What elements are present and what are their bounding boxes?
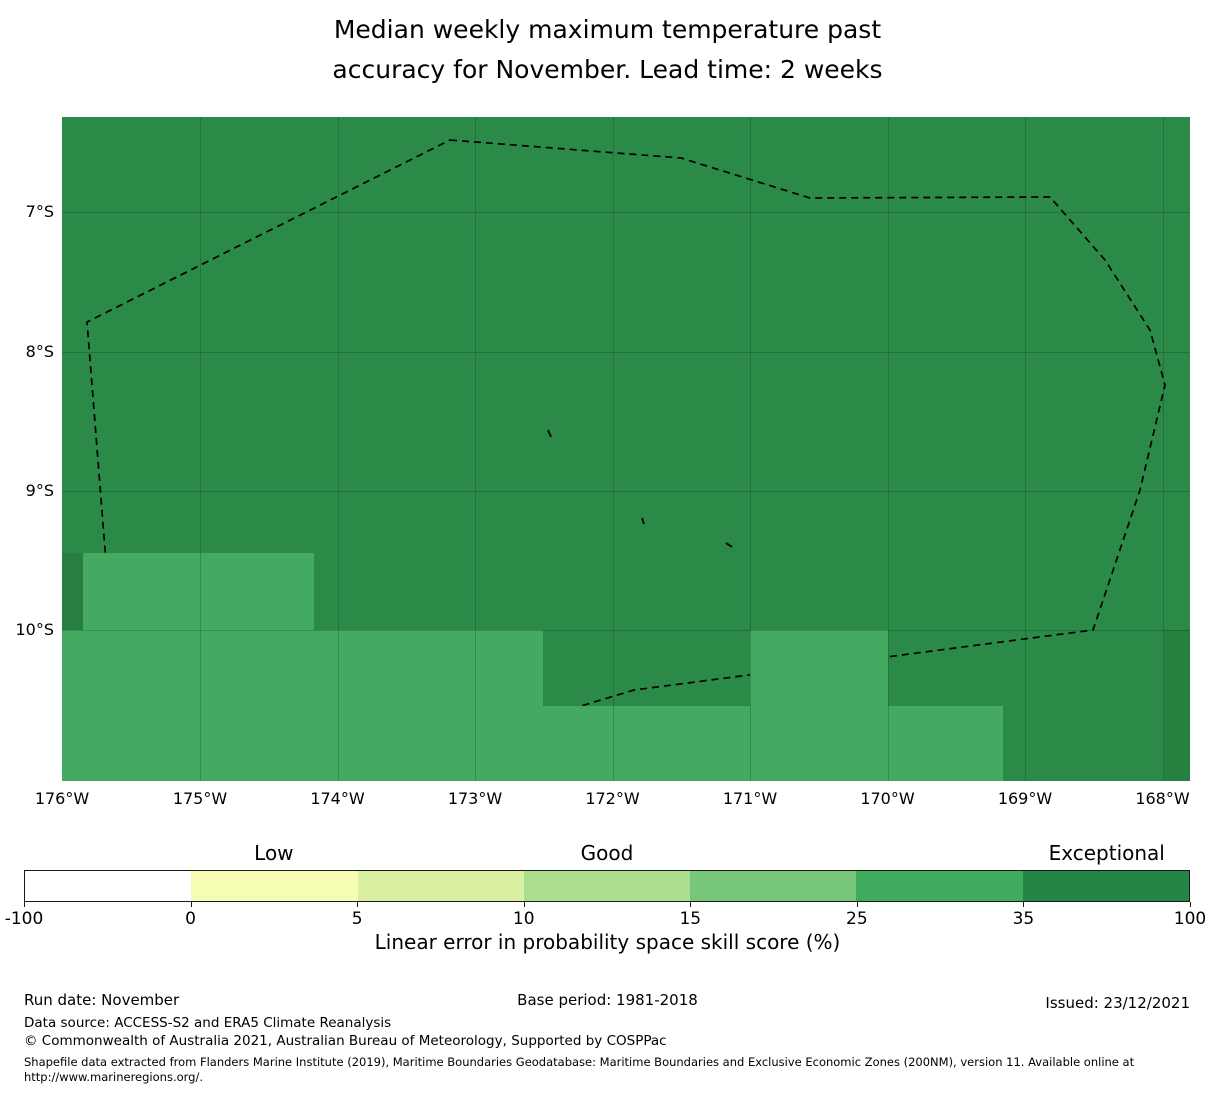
graticule-line xyxy=(62,630,1190,631)
lat-tick-label: 10°S xyxy=(15,620,54,639)
colorbar-tick xyxy=(190,902,192,907)
graticule-line xyxy=(1025,117,1026,781)
colorbar-bin xyxy=(191,871,358,901)
graticule-line xyxy=(750,117,751,781)
lon-tick-label: 175°W xyxy=(172,789,228,808)
lon-tick-label: 174°W xyxy=(310,789,365,808)
lat-tick-label: 9°S xyxy=(25,481,54,500)
chart-title-line2: accuracy for November. Lead time: 2 week… xyxy=(332,55,883,84)
lon-tick-label: 173°W xyxy=(447,789,503,808)
colorbar-tick-label: 5 xyxy=(351,909,363,929)
graticule-line xyxy=(200,117,201,781)
colorbar-tick-label: 10 xyxy=(512,909,535,929)
colorbar-bin xyxy=(856,871,1023,901)
island-mark xyxy=(725,542,733,548)
colorbar-bin xyxy=(25,871,192,901)
island-mark xyxy=(547,429,552,438)
graticule-line xyxy=(1162,117,1164,781)
data-source-label: Data source: ACCESS-S2 and ERA5 Climate … xyxy=(24,1015,392,1031)
graticule-line xyxy=(337,117,339,781)
colorbar-tick-label: 0 xyxy=(185,909,196,929)
colorbar-bin xyxy=(523,871,691,901)
colorbar-tick-label: 25 xyxy=(846,909,868,929)
lon-tick-label: 176°W xyxy=(34,789,90,808)
copyright-label: © Commonwealth of Australia 2021, Austra… xyxy=(24,1033,667,1049)
colorbar-tick xyxy=(24,902,25,907)
colorbar-bin xyxy=(1022,871,1189,901)
colorbar-tick-label: -100 xyxy=(4,909,44,929)
lon-tick-label: 170°W xyxy=(860,789,915,808)
island-mark xyxy=(641,517,645,525)
shapefile-note: Shapefile data extracted from Flanders M… xyxy=(24,1055,1135,1084)
colorbar-tick xyxy=(523,902,525,907)
colorbar-tick xyxy=(1023,902,1025,907)
colorbar-tick-label: 15 xyxy=(679,909,702,929)
graticule-line xyxy=(62,212,1190,213)
colorbar-tick xyxy=(1190,902,1191,907)
colorbar-category-label: Good xyxy=(580,841,634,865)
colorbar-category-label: Exceptional xyxy=(1048,841,1165,865)
colorbar-tick-label: 100 xyxy=(1173,909,1207,929)
colorbar-tick xyxy=(357,902,359,907)
base-period-label: Base period: 1981-2018 xyxy=(517,991,698,1009)
colorbar xyxy=(24,870,1190,902)
colorbar-category-label: Low xyxy=(254,841,294,865)
graticule-line xyxy=(62,352,1190,353)
map-cell xyxy=(62,553,83,630)
colorbar-tick xyxy=(856,902,858,907)
colorbar-tick-label: 35 xyxy=(1012,909,1035,929)
colorbar-bin xyxy=(690,871,857,901)
map-cell xyxy=(83,553,314,630)
map-cell xyxy=(62,706,1003,781)
lon-tick-label: 169°W xyxy=(997,789,1053,808)
chart-title: Median weekly maximum temperature past a… xyxy=(0,10,1215,90)
lon-tick-label: 172°W xyxy=(585,789,640,808)
colorbar-axis-label: Linear error in probability space skill … xyxy=(374,930,841,954)
graticule-line xyxy=(62,491,1190,492)
lat-tick-label: 7°S xyxy=(25,202,54,221)
map-cell xyxy=(750,630,888,706)
map-canvas xyxy=(62,117,1190,781)
lon-tick-label: 168°W xyxy=(1135,789,1190,808)
lat-tick-label: 8°S xyxy=(25,342,54,361)
map-cell xyxy=(1164,630,1190,781)
lon-tick-label: 171°W xyxy=(722,789,778,808)
issued-label: Issued: 23/12/2021 xyxy=(1045,994,1190,1012)
chart-title-line1: Median weekly maximum temperature past xyxy=(333,15,882,44)
colorbar-bin xyxy=(357,871,524,901)
colorbar-tick xyxy=(690,902,692,907)
graticule-line xyxy=(475,117,476,781)
graticule-line xyxy=(612,117,614,781)
run-date-label: Run date: November xyxy=(24,991,180,1009)
graticule-line xyxy=(887,117,889,781)
map-cell xyxy=(62,630,543,706)
